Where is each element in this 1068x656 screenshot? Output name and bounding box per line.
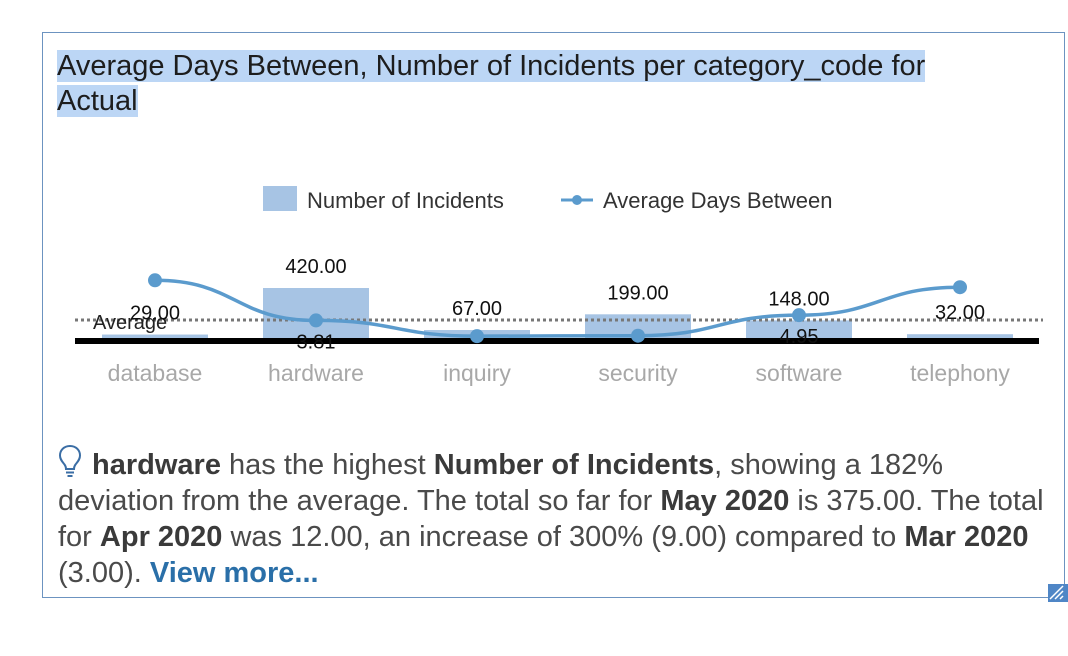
category-label-inquiry: inquiry xyxy=(443,360,511,386)
bar-label-telephony: 32.00 xyxy=(935,302,985,324)
legend-marker-days xyxy=(572,195,582,205)
bar-software[interactable] xyxy=(746,320,852,338)
days-line xyxy=(154,278,961,338)
insight-period-3: Mar 2020 xyxy=(904,521,1029,553)
chart-card[interactable]: Average Days Between, Number of Incident… xyxy=(42,32,1065,598)
legend-swatch-incidents xyxy=(263,186,297,211)
bar-label-inquiry: 67.00 xyxy=(452,298,502,320)
insight-period-2: Apr 2020 xyxy=(99,521,223,553)
insight-measure: Number of Incidents xyxy=(433,449,715,481)
bar-label-database: 29.00 xyxy=(130,303,180,325)
days-point-inquiry[interactable] xyxy=(470,329,484,344)
days-point-database[interactable] xyxy=(148,273,162,288)
bar-label-hardware: 420.00 xyxy=(285,256,346,278)
days-point-telephony[interactable] xyxy=(953,280,967,295)
lightbulb-icon xyxy=(58,444,82,478)
legend-label-incidents: Number of Incidents xyxy=(307,188,504,213)
chart-title: Average Days Between, Number of Incident… xyxy=(57,50,926,117)
view-more-link[interactable]: View more... xyxy=(149,557,319,589)
category-label-software: software xyxy=(756,360,843,386)
category-label-hardware: hardware xyxy=(268,360,364,386)
days-label-software: 4.95 xyxy=(780,326,819,348)
bar-label-software: 148.00 xyxy=(768,288,829,310)
days-point-security[interactable] xyxy=(631,328,645,343)
legend-label-days: Average Days Between xyxy=(603,188,833,213)
resize-grip-icon[interactable] xyxy=(1048,584,1068,602)
category-label-database: database xyxy=(108,360,203,386)
bar-label-security: 199.00 xyxy=(607,282,668,304)
bar-database[interactable] xyxy=(102,334,208,338)
bar-telephony[interactable] xyxy=(907,334,1013,338)
average-reference-label: Average xyxy=(93,312,167,334)
days-point-software[interactable] xyxy=(792,308,806,323)
bar-hardware[interactable] xyxy=(263,288,369,338)
insight-period-1: May 2020 xyxy=(660,485,790,517)
chart-area: Number of Incidents Average Days Between… xyxy=(43,33,1066,433)
insight-category: hardware xyxy=(92,449,221,481)
days-point-hardware[interactable] xyxy=(309,313,323,328)
insight-text: hardware has the highest Number of Incid… xyxy=(58,444,1048,591)
category-label-telephony: telephony xyxy=(910,360,1010,386)
combo-chart: Number of Incidents Average Days Between… xyxy=(75,186,1043,386)
days-label-hardware: 3.81 xyxy=(297,331,336,353)
category-label-security: security xyxy=(598,360,678,386)
